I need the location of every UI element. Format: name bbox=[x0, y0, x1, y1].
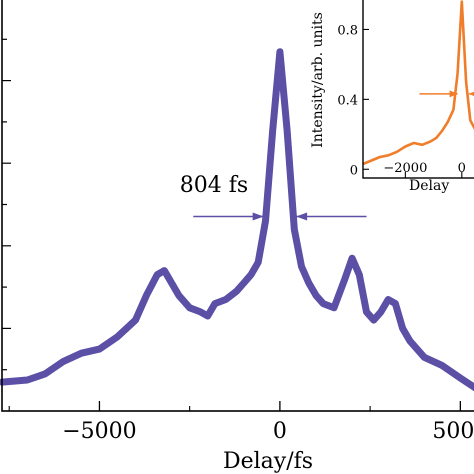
x-tick-label: 0 bbox=[273, 419, 287, 444]
inset-series-line bbox=[362, 0, 474, 166]
inset-arrowhead-right bbox=[468, 91, 474, 97]
inset-fwhm-arrow bbox=[419, 90, 474, 98]
fwhm-annotation bbox=[193, 212, 367, 221]
main-x-axis: −5000 0 5000 bbox=[8, 401, 474, 444]
main-series-line bbox=[0, 48, 474, 392]
x-tick-label: 5000 bbox=[432, 419, 474, 444]
inset-y-tick-label: 0 bbox=[350, 163, 358, 178]
inset-plot: −2000 0 0 0.4 0.8 Intensity/arb. units Dela… bbox=[310, 0, 474, 194]
inset-x-axis-label: Delay bbox=[409, 178, 449, 194]
inset-y-tick-label: 0.4 bbox=[337, 93, 358, 108]
inset-arrowhead-left bbox=[449, 90, 458, 98]
inset-x-axis: −2000 0 bbox=[383, 161, 466, 178]
fwhm-label: 804 fs bbox=[180, 173, 248, 198]
x-axis-label: Delay/fs bbox=[223, 449, 313, 474]
main-y-axis bbox=[2, 38, 11, 371]
inset-y-axis-label: Intensity/arb. units bbox=[310, 12, 326, 148]
inset-x-tick-label: −2000 bbox=[383, 161, 427, 176]
x-tick-label: −5000 bbox=[62, 419, 136, 444]
inset-frame bbox=[362, 0, 474, 179]
inset-background bbox=[363, 0, 474, 178]
inset-x-tick-label: 0 bbox=[458, 161, 466, 176]
inset-y-tick-label: 0.8 bbox=[337, 23, 358, 38]
main-series-path bbox=[0, 48, 474, 392]
fwhm-arrowhead-right bbox=[296, 212, 308, 221]
inset-y-axis: 0 0.4 0.8 bbox=[337, 23, 369, 178]
inset-series-path bbox=[362, 0, 474, 166]
fwhm-arrowhead-left bbox=[252, 212, 264, 221]
